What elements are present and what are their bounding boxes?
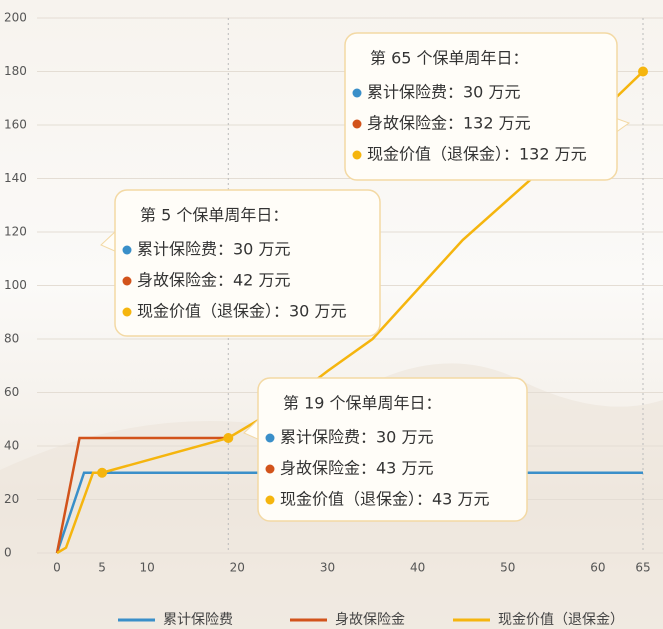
x-tick-label: 50: [500, 561, 515, 575]
callout-dot: [123, 277, 132, 286]
callout-line: 现金价值（退保金）：43 万元: [280, 490, 489, 509]
callout-line: 累计保险费：30 万元: [280, 428, 433, 447]
callout-dot: [266, 496, 275, 505]
x-tick-label: 0: [53, 561, 61, 575]
y-tick-label: 140: [4, 171, 27, 185]
callout-line: 累计保险费：30 万元: [137, 240, 290, 259]
callout-line: 现金价值（退保金）：30 万元: [137, 302, 346, 321]
point-marker: [638, 67, 648, 77]
legend-label: 现金价值（退保金）: [498, 612, 624, 628]
callout-dot: [123, 308, 132, 317]
callout-line: 身故保险金：42 万元: [137, 271, 290, 290]
callout-line: 身故保险金：43 万元: [280, 459, 433, 478]
x-tick-label: 10: [140, 561, 155, 575]
legend-label: 身故保险金: [335, 612, 405, 628]
x-tick-label: 60: [590, 561, 605, 575]
point-marker: [97, 468, 107, 478]
chart: 0 20 40 60 80 100 120 140 160 180 200 0 5 10 20 30 40 50 6…: [0, 0, 663, 629]
x-tick-label: 20: [230, 561, 245, 575]
y-tick-label: 80: [4, 332, 19, 346]
legend-label: 累计保险费: [163, 612, 233, 628]
callout-line: 累计保险费：30 万元: [367, 83, 520, 102]
x-tick-label: 65: [635, 561, 650, 575]
callout-line: 现金价值（退保金）：132 万元: [367, 145, 587, 164]
x-tick-label: 40: [410, 561, 425, 575]
y-tick-label: 60: [4, 385, 19, 399]
callout-dot: [123, 246, 132, 255]
callout-title: 第 19 个保单周年日：: [283, 394, 442, 413]
y-tick-label: 180: [4, 64, 27, 78]
callout-dot: [353, 89, 362, 98]
x-tick-label: 5: [98, 561, 106, 575]
y-tick-label: 120: [4, 225, 27, 239]
callout-title: 第 5 个保单周年日：: [140, 206, 288, 225]
y-tick-label: 200: [4, 11, 27, 25]
y-tick-label: 160: [4, 118, 27, 132]
y-tick-label: 100: [4, 278, 27, 292]
callout-dot: [353, 120, 362, 129]
y-tick-label: 0: [4, 546, 12, 560]
y-tick-label: 40: [4, 439, 19, 453]
x-tick-label: 30: [320, 561, 335, 575]
y-tick-label: 20: [4, 492, 19, 506]
callout-dot: [266, 434, 275, 443]
callout-line: 身故保险金：132 万元: [367, 114, 531, 133]
point-marker: [223, 433, 233, 443]
callout-dot: [266, 465, 275, 474]
callout-dot: [353, 151, 362, 160]
callout-title: 第 65 个保单周年日：: [370, 49, 529, 68]
